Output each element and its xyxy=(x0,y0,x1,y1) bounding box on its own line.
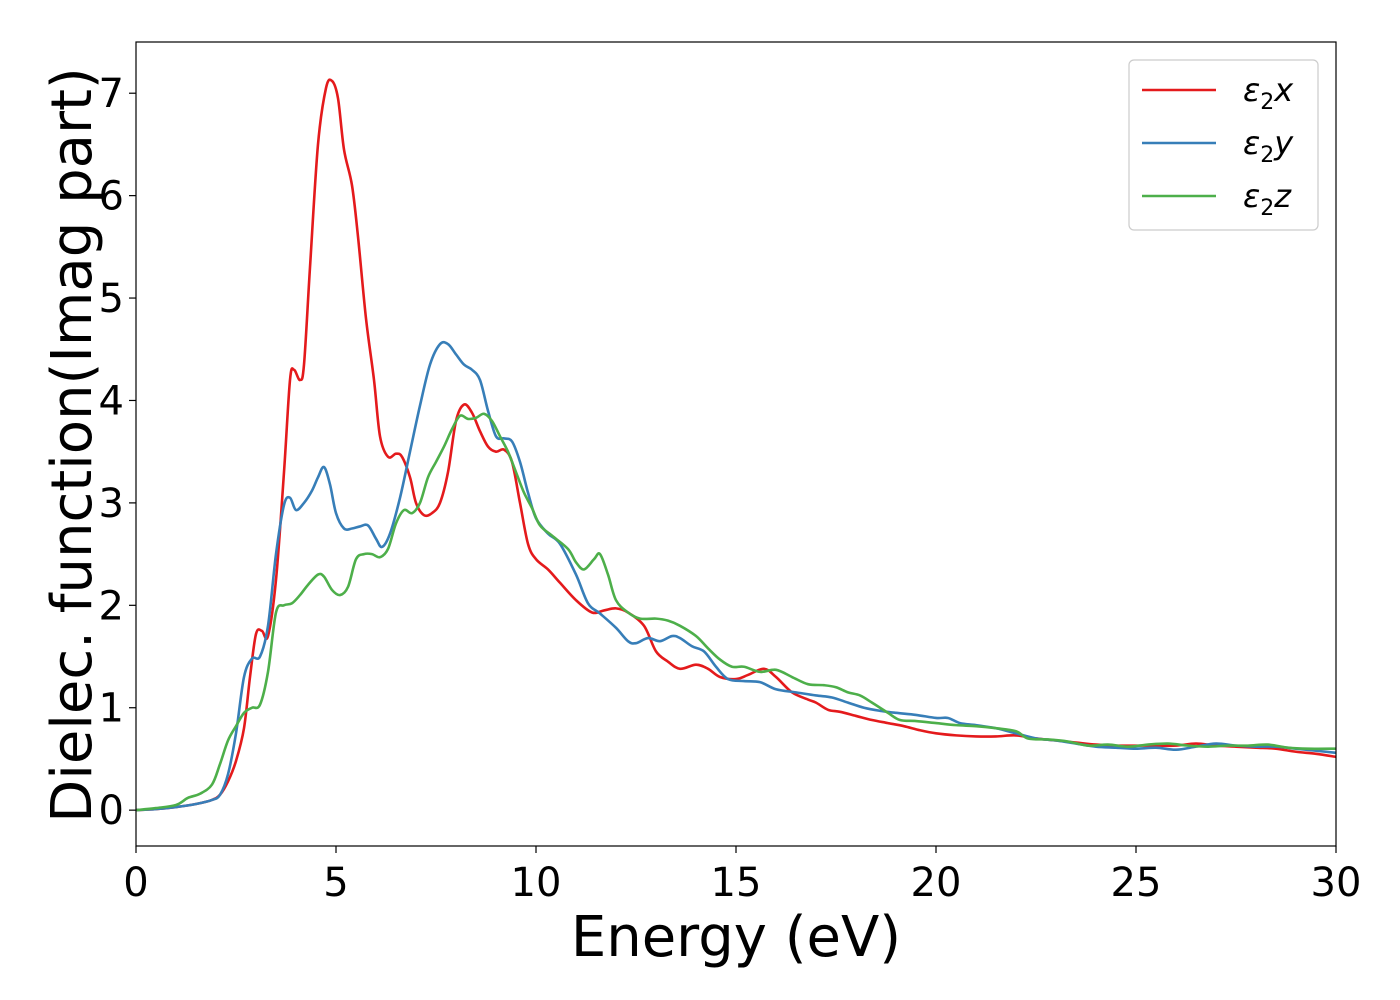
y-axis-ticks: 0 1 2 3 4 5 6 7 xyxy=(99,71,136,834)
legend-label-x: ε2x xyxy=(1243,71,1294,115)
series-line-x xyxy=(135,78,1337,812)
y-tick-label: 7 xyxy=(99,71,124,117)
x-tick-label: 30 xyxy=(1311,860,1362,906)
legend-label-suffix: z xyxy=(1273,177,1292,215)
x-tick-label: 10 xyxy=(511,860,562,906)
legend-label-base: ε xyxy=(1243,71,1260,109)
y-tick-label: 1 xyxy=(99,686,124,732)
legend-label-suffix: x xyxy=(1273,71,1294,109)
x-tick-label: 20 xyxy=(911,860,962,906)
x-axis-label: Energy (eV) xyxy=(571,905,901,970)
y-tick-label: 0 xyxy=(99,788,124,834)
x-tick-label: 0 xyxy=(123,860,148,906)
y-tick-label: 5 xyxy=(99,276,124,322)
legend-label-z: ε2z xyxy=(1243,177,1292,221)
y-tick-label: 2 xyxy=(99,583,124,629)
legend-label-base: ε xyxy=(1243,124,1260,162)
y-tick-label: 3 xyxy=(99,481,124,527)
x-axis-ticks: 0 5 10 15 20 25 30 xyxy=(123,846,1361,906)
legend-label-subscript: 2 xyxy=(1260,90,1274,115)
legend-label-subscript: 2 xyxy=(1260,196,1274,221)
legend-frame xyxy=(1128,59,1319,231)
y-axis-label: Dielec. function(Imag part) xyxy=(40,67,105,823)
legend-label-suffix: y xyxy=(1273,124,1294,162)
x-tick-label: 15 xyxy=(711,860,762,906)
series-layer xyxy=(135,78,1337,812)
y-tick-label: 4 xyxy=(99,378,124,424)
x-tick-label: 5 xyxy=(323,860,348,906)
legend-label-subscript: 2 xyxy=(1260,143,1274,168)
legend-label-y: ε2y xyxy=(1243,124,1294,168)
y-tick-label: 6 xyxy=(99,174,124,220)
series-line-z xyxy=(135,412,1337,812)
legend-label-base: ε xyxy=(1243,177,1260,215)
x-tick-label: 25 xyxy=(1111,860,1162,906)
